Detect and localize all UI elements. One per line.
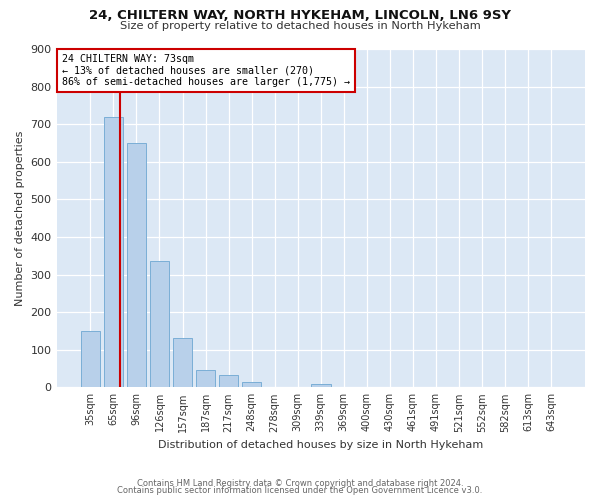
Text: 24, CHILTERN WAY, NORTH HYKEHAM, LINCOLN, LN6 9SY: 24, CHILTERN WAY, NORTH HYKEHAM, LINCOLN… xyxy=(89,9,511,22)
Bar xyxy=(242,382,262,388)
Text: Contains HM Land Registry data © Crown copyright and database right 2024.: Contains HM Land Registry data © Crown c… xyxy=(137,478,463,488)
Bar xyxy=(173,338,193,388)
Text: Contains public sector information licensed under the Open Government Licence v3: Contains public sector information licen… xyxy=(118,486,482,495)
Bar xyxy=(127,143,146,388)
Bar xyxy=(104,116,123,388)
Bar xyxy=(149,262,169,388)
X-axis label: Distribution of detached houses by size in North Hykeham: Distribution of detached houses by size … xyxy=(158,440,484,450)
Bar xyxy=(80,331,100,388)
Text: Size of property relative to detached houses in North Hykeham: Size of property relative to detached ho… xyxy=(119,21,481,31)
Bar xyxy=(311,384,331,388)
Y-axis label: Number of detached properties: Number of detached properties xyxy=(15,130,25,306)
Bar xyxy=(219,375,238,388)
Bar xyxy=(196,370,215,388)
Text: 24 CHILTERN WAY: 73sqm
← 13% of detached houses are smaller (270)
86% of semi-de: 24 CHILTERN WAY: 73sqm ← 13% of detached… xyxy=(62,54,350,88)
